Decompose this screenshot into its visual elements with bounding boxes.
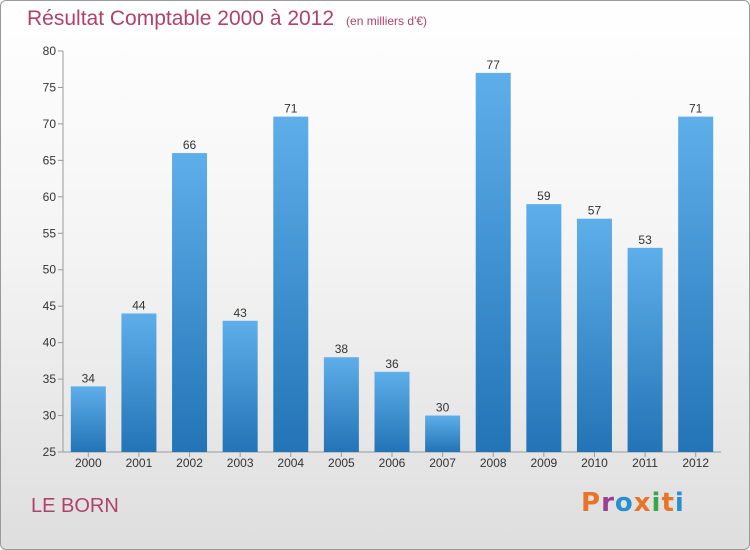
x-tick-label: 2004 xyxy=(277,456,304,470)
data-label-2009: 59 xyxy=(537,189,551,203)
logo-letter: P xyxy=(581,488,602,518)
bar-2006 xyxy=(374,371,410,452)
y-tick-label: 60 xyxy=(43,190,57,204)
y-tick-label: 50 xyxy=(43,263,57,277)
y-tick-label: 25 xyxy=(43,445,57,459)
bar-2012 xyxy=(678,116,714,453)
x-tick-label: 2010 xyxy=(581,456,608,470)
x-tick-label: 2001 xyxy=(126,456,153,470)
data-label-2001: 44 xyxy=(132,298,146,312)
data-label-2012: 71 xyxy=(689,102,703,116)
logo-letter: o xyxy=(614,488,634,518)
data-label-2003: 43 xyxy=(233,306,247,320)
y-tick-label: 35 xyxy=(43,372,57,386)
data-label-2004: 71 xyxy=(284,102,298,116)
bar-2000 xyxy=(70,386,106,452)
town-name: LE BORN xyxy=(31,495,119,517)
x-tick-label: 2008 xyxy=(480,456,507,470)
bar-2004 xyxy=(273,116,309,453)
data-label-2005: 38 xyxy=(335,342,349,356)
y-tick-label: 65 xyxy=(43,153,57,167)
bars xyxy=(70,72,714,453)
logo-letter: x xyxy=(633,488,652,518)
logo-letter: i xyxy=(674,488,685,518)
bar-2011 xyxy=(627,247,663,452)
proxiti-logo: Proxiti xyxy=(581,488,685,518)
title-row: Résultat Comptable 2000 à 2012 (en milli… xyxy=(27,7,427,31)
y-tick-label: 45 xyxy=(43,299,57,313)
x-tick-label: 2009 xyxy=(530,456,557,470)
chart-title: Résultat Comptable 2000 à 2012 xyxy=(27,7,335,30)
data-labels: 34 44 66 43 71 38 36 30 77 59 57 53 71 xyxy=(82,58,703,415)
bar-2009 xyxy=(526,204,562,452)
data-label-2006: 36 xyxy=(385,357,399,371)
data-label-2000: 34 xyxy=(82,371,96,385)
bar-2010 xyxy=(576,218,612,452)
bar-2008 xyxy=(475,72,511,452)
data-label-2008: 77 xyxy=(487,58,501,72)
bar-2005 xyxy=(323,357,359,452)
x-tick-label: 2006 xyxy=(379,456,406,470)
x-tick-label: 2000 xyxy=(75,456,102,470)
logo-letter: t xyxy=(661,488,675,518)
logo-letter: r xyxy=(601,488,615,518)
x-tick-label: 2003 xyxy=(227,456,254,470)
data-label-2011: 53 xyxy=(638,233,652,247)
x-tick-label: 2007 xyxy=(429,456,456,470)
x-tick-label: 2011 xyxy=(632,456,658,470)
bar-2002 xyxy=(172,153,208,452)
x-tick-label: 2005 xyxy=(328,456,355,470)
data-label-2002: 66 xyxy=(183,138,197,152)
chart-subtitle: (en milliers d'€) xyxy=(346,14,428,28)
y-tick-label: 80 xyxy=(43,44,57,58)
bar-2007 xyxy=(425,415,461,452)
logo-letter: i xyxy=(651,488,662,518)
bar-2001 xyxy=(121,313,157,452)
data-label-2010: 57 xyxy=(588,204,602,218)
y-tick-label: 40 xyxy=(43,336,57,350)
bar-2003 xyxy=(222,320,258,452)
data-label-2007: 30 xyxy=(436,401,450,415)
y-tick-label: 55 xyxy=(43,226,57,240)
y-tick-label: 75 xyxy=(43,80,57,94)
x-tick-label: 2012 xyxy=(682,456,709,470)
x-tick-label: 2002 xyxy=(176,456,203,470)
y-tick-label: 30 xyxy=(43,409,57,423)
y-tick-label: 70 xyxy=(43,117,57,131)
